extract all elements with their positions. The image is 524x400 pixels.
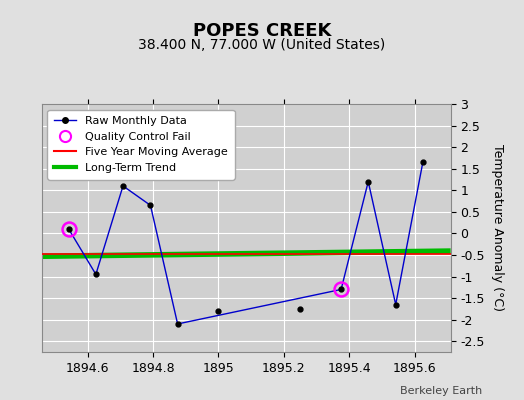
Y-axis label: Temperature Anomaly (°C): Temperature Anomaly (°C) bbox=[492, 144, 504, 312]
Legend: Raw Monthly Data, Quality Control Fail, Five Year Moving Average, Long-Term Tren: Raw Monthly Data, Quality Control Fail, … bbox=[48, 110, 235, 180]
Text: Berkeley Earth: Berkeley Earth bbox=[400, 386, 482, 396]
Text: POPES CREEK: POPES CREEK bbox=[193, 22, 331, 40]
Text: 38.400 N, 77.000 W (United States): 38.400 N, 77.000 W (United States) bbox=[138, 38, 386, 52]
